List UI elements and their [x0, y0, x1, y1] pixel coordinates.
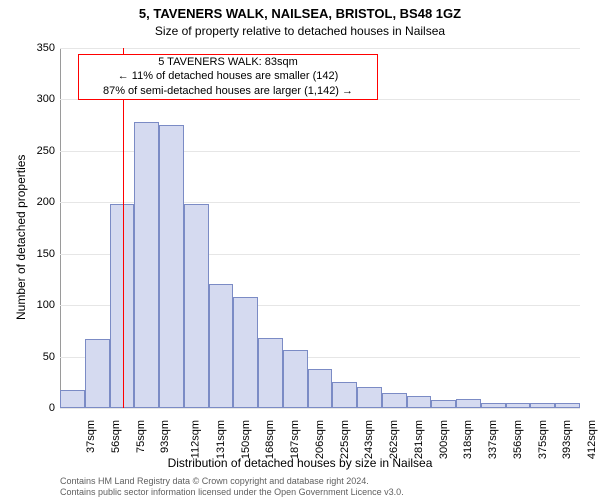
annotation-callout: 5 TAVENERS WALK: 83sqm ← 11% of detached…: [78, 54, 378, 100]
gridline-h: [60, 408, 580, 409]
xtick-label: 56sqm: [110, 420, 122, 453]
xtick-label: 150sqm: [240, 420, 252, 459]
histogram-bar: [308, 369, 333, 408]
xtick-label: 75sqm: [135, 420, 147, 453]
x-axis-label: Distribution of detached houses by size …: [0, 456, 600, 470]
histogram-bar: [184, 204, 209, 408]
ytick-label: 150: [37, 248, 60, 260]
histogram-bar: [456, 399, 481, 408]
ytick-label: 300: [37, 93, 60, 105]
ytick-label: 350: [37, 42, 60, 54]
xtick-label: 243sqm: [364, 420, 376, 459]
xtick-label: 356sqm: [512, 420, 524, 459]
xtick-label: 281sqm: [413, 420, 425, 459]
xtick-label: 393sqm: [562, 420, 574, 459]
histogram-bar: [233, 297, 258, 408]
ytick-label: 250: [37, 145, 60, 157]
ytick-label: 100: [37, 299, 60, 311]
ytick-label: 200: [37, 196, 60, 208]
histogram-bar: [530, 403, 555, 408]
histogram-bar: [431, 400, 456, 408]
histogram-bar: [134, 122, 159, 408]
caption: Contains HM Land Registry data © Crown c…: [60, 476, 404, 498]
gridline-h: [60, 48, 580, 49]
xtick-label: 337sqm: [487, 420, 499, 459]
xtick-label: 93sqm: [159, 420, 171, 453]
xtick-label: 37sqm: [85, 420, 97, 453]
chart-plot-area: 05010015020025030035037sqm56sqm75sqm93sq…: [60, 48, 580, 408]
annotation-title: 5 TAVENERS WALK: 83sqm: [79, 55, 377, 69]
histogram-bar: [209, 284, 234, 408]
xtick-label: 168sqm: [264, 420, 276, 459]
xtick-label: 112sqm: [189, 420, 201, 458]
xtick-label: 206sqm: [314, 420, 326, 459]
histogram-bar: [110, 204, 135, 408]
ytick-label: 50: [43, 351, 60, 363]
marker-line: [123, 48, 124, 408]
histogram-bar: [332, 382, 357, 408]
y-axis-label: Number of detached properties: [14, 155, 28, 320]
histogram-bar: [407, 396, 432, 408]
histogram-bar: [555, 403, 580, 408]
histogram-bar: [357, 387, 382, 408]
xtick-label: 187sqm: [289, 420, 301, 459]
xtick-label: 375sqm: [537, 420, 549, 459]
xtick-label: 131sqm: [215, 420, 227, 459]
histogram-bar: [85, 339, 110, 408]
xtick-label: 300sqm: [438, 420, 450, 459]
xtick-label: 262sqm: [388, 420, 400, 459]
xtick-label: 412sqm: [586, 420, 598, 459]
histogram-bar: [159, 125, 184, 408]
annotation-line-larger: 87% of semi-detached houses are larger (…: [79, 84, 377, 98]
caption-line-2: Contains public sector information licen…: [60, 487, 404, 498]
chart-subtitle: Size of property relative to detached ho…: [0, 24, 600, 38]
histogram-bar: [481, 403, 506, 408]
histogram-bar: [382, 393, 407, 408]
xtick-label: 318sqm: [463, 420, 475, 459]
histogram-bar: [283, 350, 308, 408]
caption-line-1: Contains HM Land Registry data © Crown c…: [60, 476, 404, 487]
histogram-bar: [506, 403, 531, 408]
histogram-bar: [258, 338, 283, 408]
y-axis-line: [60, 48, 61, 408]
histogram-bar: [60, 390, 85, 409]
xtick-label: 225sqm: [339, 420, 351, 459]
ytick-label: 0: [49, 402, 60, 414]
chart-title-address: 5, TAVENERS WALK, NAILSEA, BRISTOL, BS48…: [0, 6, 600, 21]
annotation-line-smaller: ← 11% of detached houses are smaller (14…: [79, 69, 377, 83]
